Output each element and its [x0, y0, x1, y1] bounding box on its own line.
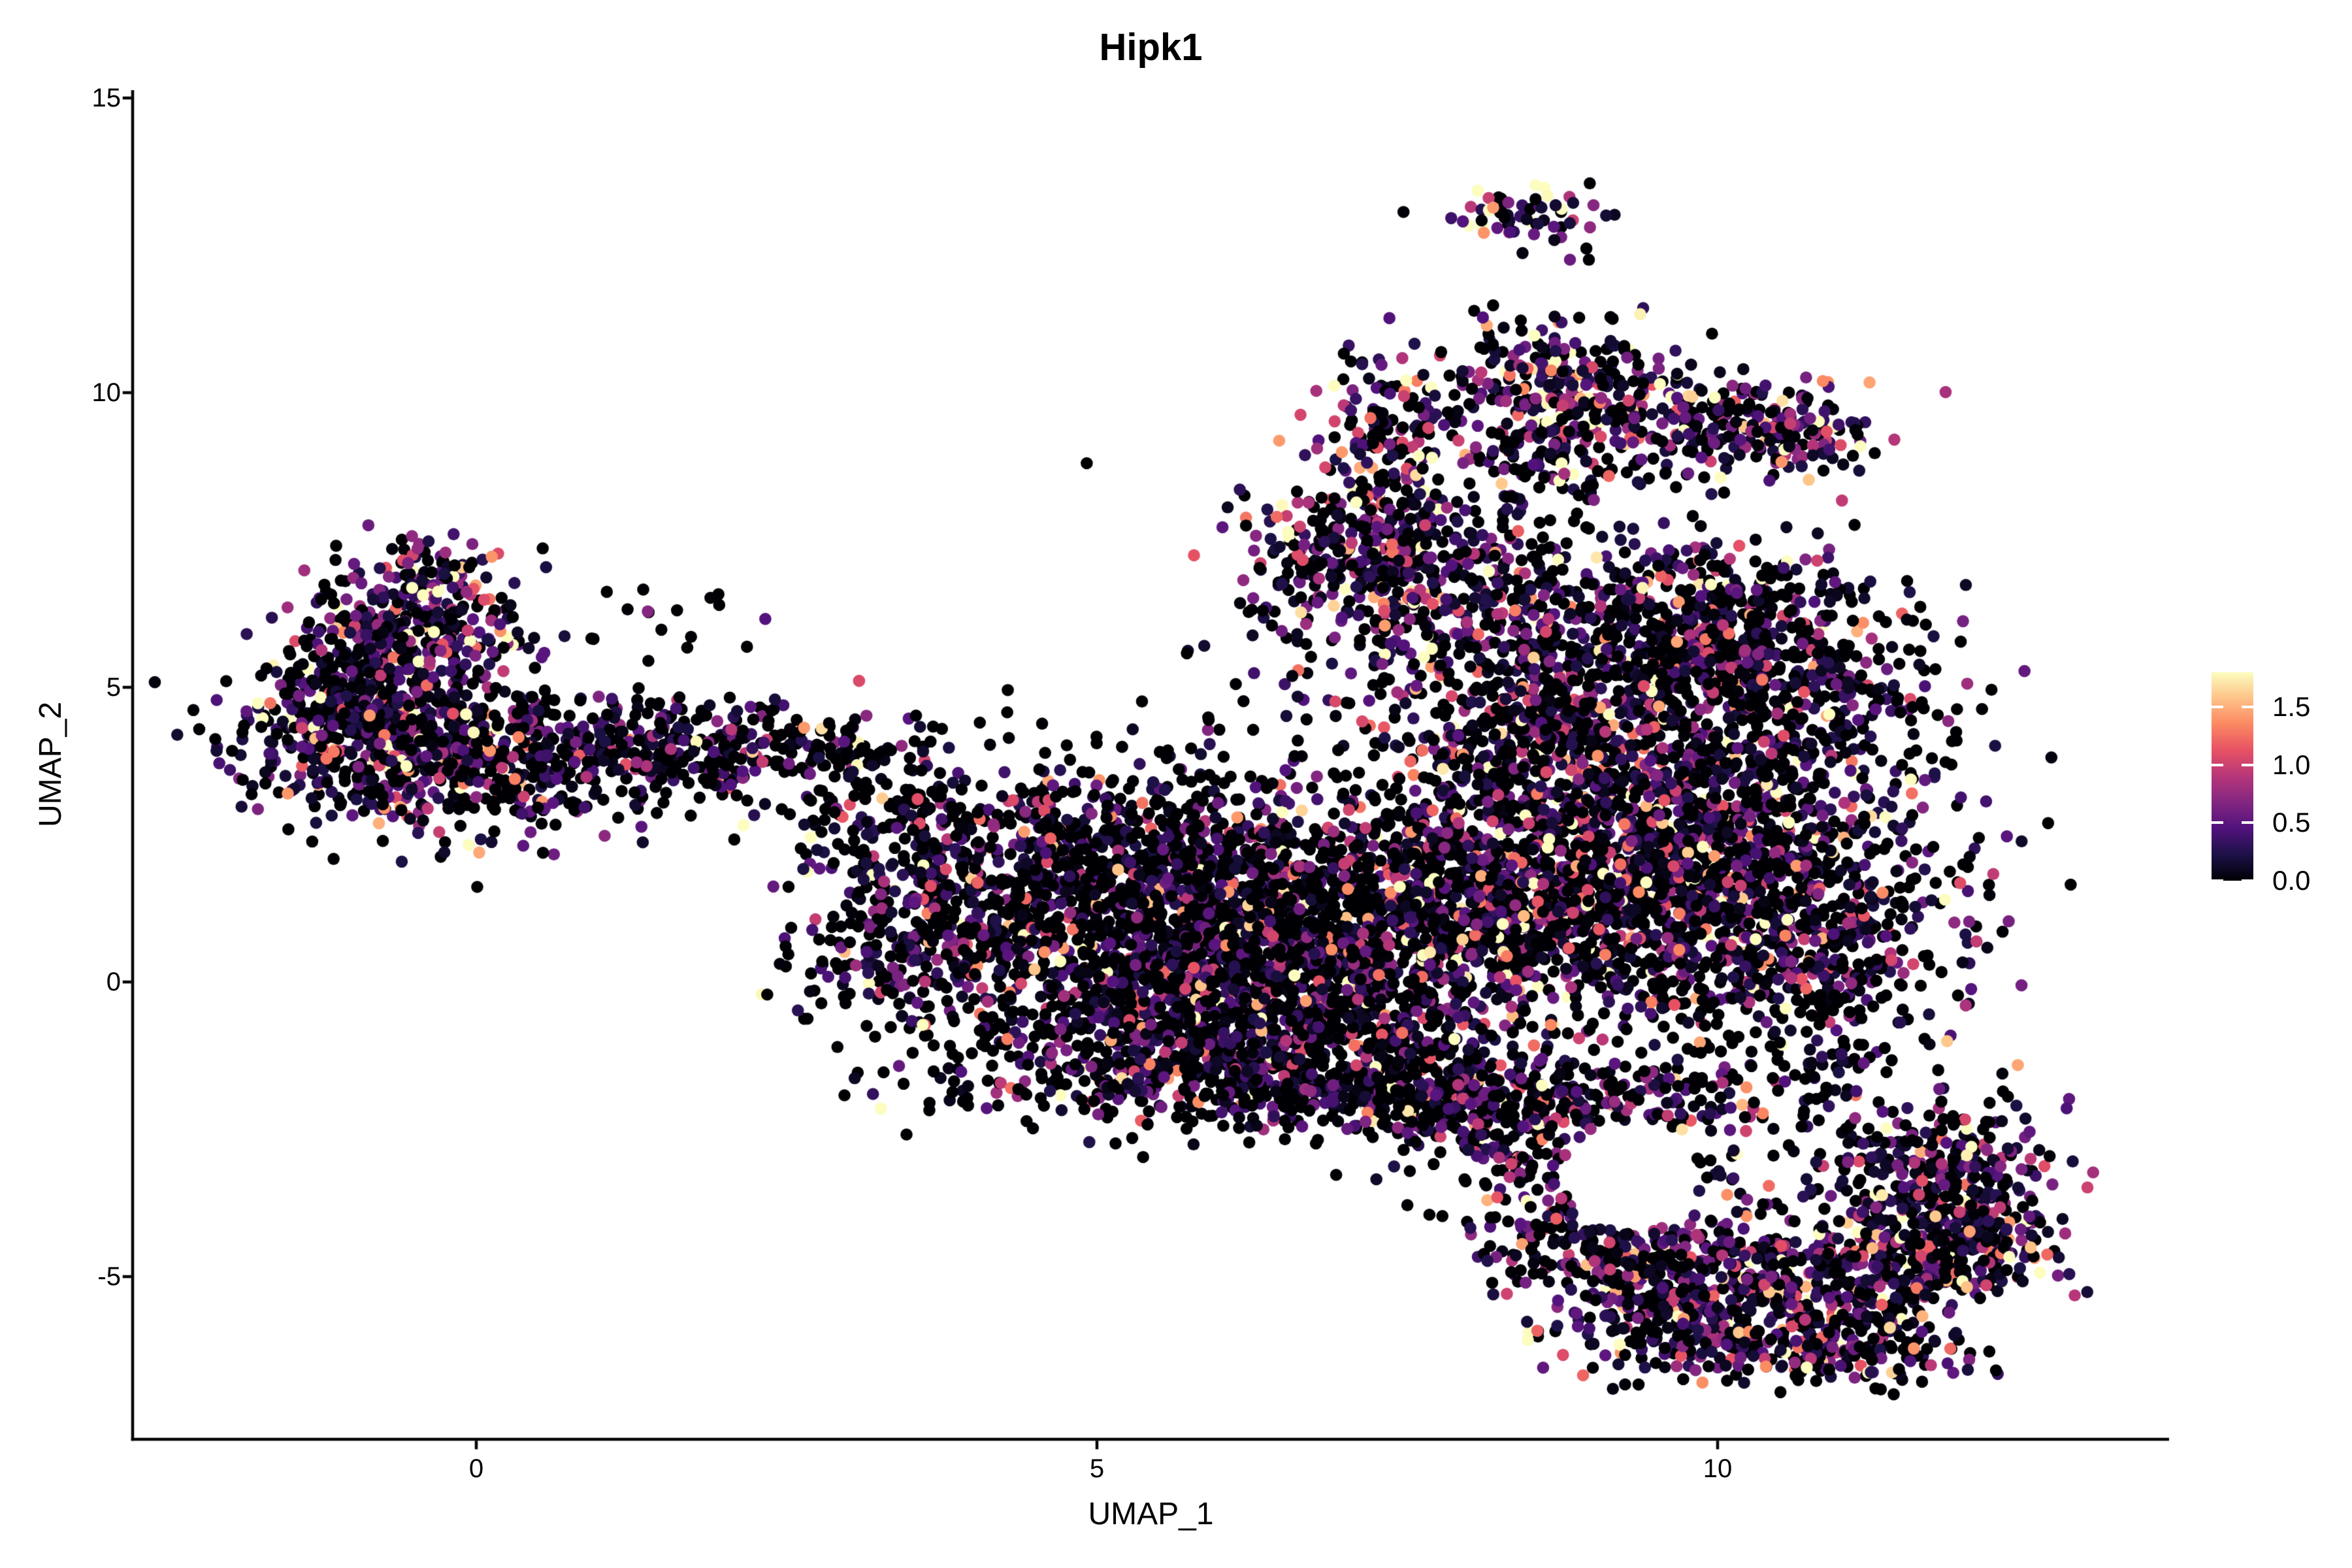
- y-axis-title: UMAP_2: [33, 701, 68, 828]
- legend-tick-mark: [2242, 821, 2253, 825]
- plot-title: Hipk1: [1099, 26, 1203, 69]
- legend-tick-mark: [2212, 763, 2223, 766]
- y-tick-label: 0: [106, 968, 121, 996]
- legend-tick-mark: [2212, 706, 2223, 709]
- x-tick-label: 0: [468, 1454, 484, 1483]
- legend-tick-mark: [2242, 879, 2253, 882]
- legend-tick-mark: [2242, 763, 2253, 766]
- legend-tick-mark: [2242, 706, 2253, 709]
- legend-tick-label: 1.0: [2272, 749, 2311, 780]
- x-tick-label: 10: [1703, 1454, 1733, 1483]
- legend-tick-label: 0.0: [2272, 865, 2311, 896]
- legend-tick-mark: [2212, 879, 2223, 882]
- y-tick-label: -5: [97, 1262, 121, 1291]
- legend-colorbar: [2212, 672, 2253, 881]
- y-tick-label: 15: [91, 84, 122, 112]
- legend-tick-label: 1.5: [2272, 691, 2311, 723]
- x-tick-label: 5: [1089, 1454, 1105, 1483]
- y-tick-label: 10: [91, 378, 122, 407]
- y-tick-label: 5: [106, 673, 121, 702]
- legend-tick-mark: [2212, 821, 2223, 825]
- legend-tick-label: 0.5: [2272, 807, 2311, 838]
- x-axis-title: UMAP_1: [1088, 1497, 1214, 1531]
